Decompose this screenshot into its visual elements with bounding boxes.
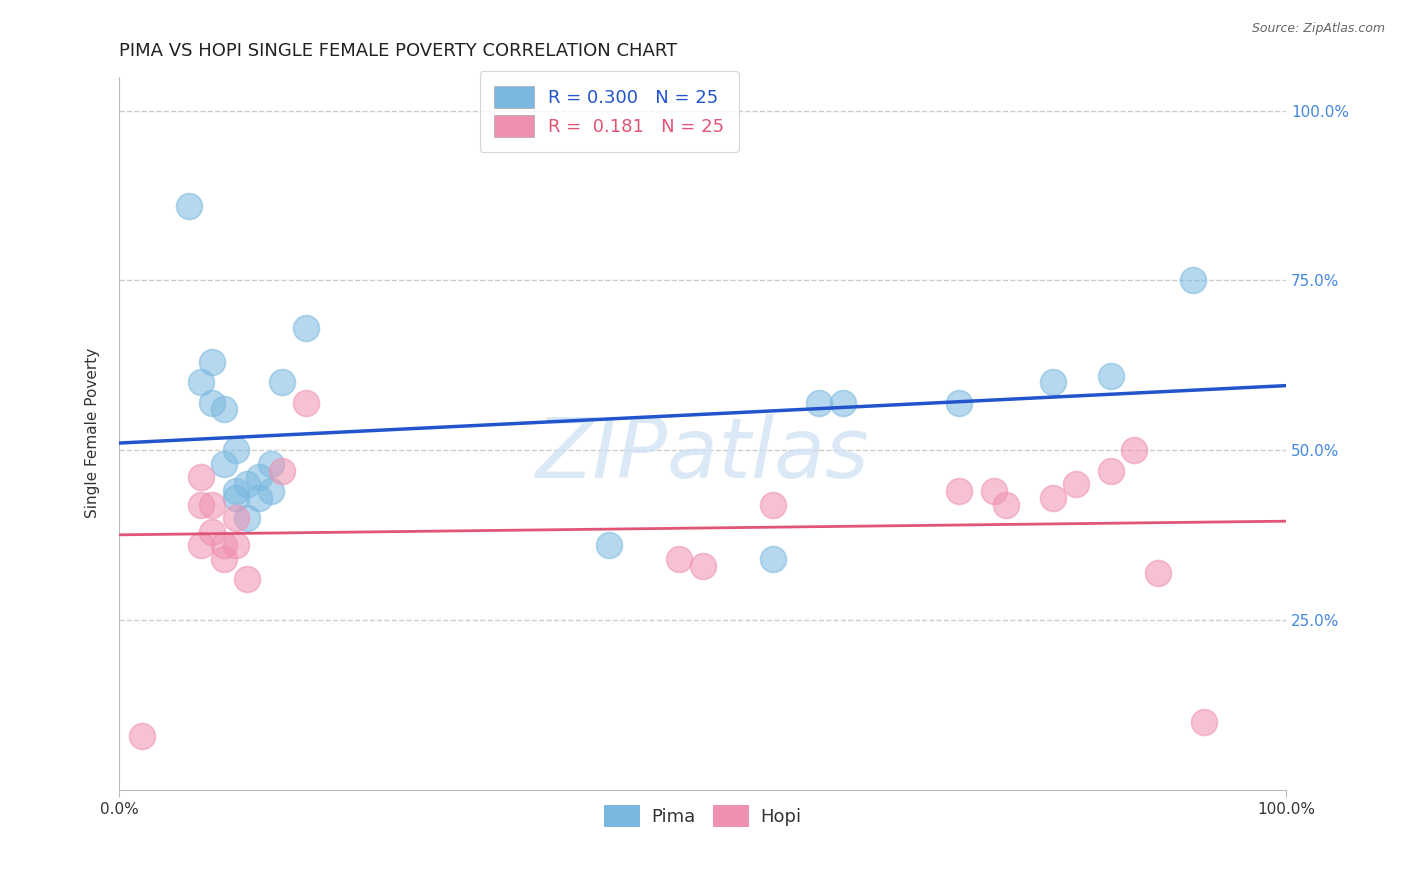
- Point: [1064, 477, 1087, 491]
- Point: [692, 558, 714, 573]
- Point: [225, 483, 247, 498]
- Text: Source: ZipAtlas.com: Source: ZipAtlas.com: [1251, 22, 1385, 36]
- Point: [177, 199, 200, 213]
- Point: [201, 395, 224, 409]
- Point: [761, 552, 783, 566]
- Point: [247, 491, 270, 505]
- Point: [212, 402, 235, 417]
- Point: [1194, 714, 1216, 729]
- Point: [225, 538, 247, 552]
- Point: [271, 464, 294, 478]
- Point: [236, 511, 259, 525]
- Point: [1099, 368, 1122, 383]
- Point: [190, 470, 212, 484]
- Point: [131, 729, 153, 743]
- Point: [1123, 443, 1146, 458]
- Point: [294, 395, 316, 409]
- Point: [668, 552, 690, 566]
- Point: [212, 538, 235, 552]
- Point: [260, 457, 283, 471]
- Point: [831, 395, 853, 409]
- Text: PIMA VS HOPI SINGLE FEMALE POVERTY CORRELATION CHART: PIMA VS HOPI SINGLE FEMALE POVERTY CORRE…: [120, 42, 678, 60]
- Point: [1181, 273, 1204, 287]
- Legend: Pima, Hopi: Pima, Hopi: [596, 798, 808, 834]
- Point: [236, 477, 259, 491]
- Point: [1146, 566, 1168, 580]
- Point: [201, 524, 224, 539]
- Point: [808, 395, 831, 409]
- Point: [236, 572, 259, 586]
- Point: [1042, 376, 1064, 390]
- Point: [994, 498, 1017, 512]
- Point: [948, 483, 970, 498]
- Point: [201, 355, 224, 369]
- Point: [271, 376, 294, 390]
- Point: [983, 483, 1005, 498]
- Point: [294, 321, 316, 335]
- Point: [1042, 491, 1064, 505]
- Point: [1099, 464, 1122, 478]
- Point: [201, 498, 224, 512]
- Point: [761, 498, 783, 512]
- Point: [190, 498, 212, 512]
- Point: [212, 457, 235, 471]
- Y-axis label: Single Female Poverty: Single Female Poverty: [86, 348, 100, 518]
- Point: [225, 511, 247, 525]
- Text: ZIPatlas: ZIPatlas: [536, 414, 869, 495]
- Point: [212, 552, 235, 566]
- Point: [225, 491, 247, 505]
- Point: [598, 538, 620, 552]
- Point: [190, 376, 212, 390]
- Point: [190, 538, 212, 552]
- Point: [225, 443, 247, 458]
- Point: [260, 483, 283, 498]
- Point: [247, 470, 270, 484]
- Point: [948, 395, 970, 409]
